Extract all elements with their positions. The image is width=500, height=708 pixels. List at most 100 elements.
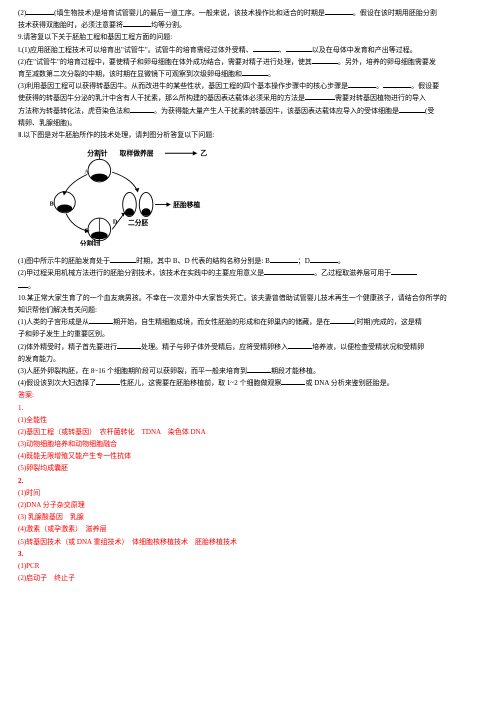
q9-i4: (3)利用基因工程可以获得转基因牛。从而改进牛的某些性状，基因工程的四个基本操作… <box>18 81 482 92</box>
blank <box>348 87 376 88</box>
label-top-left: 分割针 <box>87 149 108 158</box>
a2-2: (2)DNA 分子杂交原理 <box>18 500 482 511</box>
blank <box>264 274 314 275</box>
text: (2)在"试管牛"的培育过程中，要使精子和卵母细胞在体外成功结合，需要对精子进行… <box>18 58 312 66</box>
arrowhead <box>193 151 198 156</box>
text: 培养液，以便检查受精状况和受精卵 <box>312 343 424 351</box>
text: (1)图中所示牛的胚胎发育处于 <box>18 257 110 265</box>
text: 均等分割。 <box>151 21 186 29</box>
q9-ii: Ⅱ.以下图是对牛胚胎所作的技术处理，请判图分析答复以下问题: <box>18 130 482 141</box>
a1-3: (3)动物细胞培养和动物细胞融合 <box>18 439 482 450</box>
text: (4)假设该到次大妇选择了 <box>18 379 96 387</box>
text: 方法称为转基转化法，虎苷染色法和 <box>18 107 130 115</box>
text: (2)体外精受时，精子首先要进行 <box>18 343 117 351</box>
text: 、 <box>279 46 286 54</box>
q9-i1: Ⅰ.(1)应用胚胎工程技术可以培育出"试管牛"。试管牛的培育需经过体外受精、、以… <box>18 45 482 56</box>
label-b: B <box>50 201 54 207</box>
q9-i7: 精卵、乳腺细胞)。 <box>18 118 482 129</box>
text: 。 <box>28 282 35 290</box>
text: 。假设要 <box>411 82 439 90</box>
a2-1: (1)时间 <box>18 488 482 499</box>
inner <box>57 205 72 213</box>
a3: 3. <box>18 549 482 560</box>
text: 。 <box>338 257 345 265</box>
blank <box>123 26 151 27</box>
a2-3: (3) 乳腺酸基因 乳腺 <box>18 512 482 523</box>
text: (3)利用基因工程可以获得转基因牛。从而改进牛的某些性状，基因工程的四个基本操作… <box>18 82 348 90</box>
text: (受 <box>425 107 434 115</box>
a1: 1. <box>18 403 482 414</box>
text: 性胚儿，这需要在胚胎移植前，取 1~2 个细胞做观察 <box>120 379 281 387</box>
text: 。 <box>376 82 383 90</box>
label-bottom-needle: 分割针 <box>80 239 101 246</box>
text: 。假设在该时期用胚胎分割 <box>353 9 437 17</box>
text: 需要对转基因植物进行的导入 <box>335 94 426 102</box>
text: 育至减数第二次分裂的中期，该时期在显微镜下可观察到次级卵母细胞和 <box>18 70 242 78</box>
q2-line1: (2) (填生物技术)是培育试管婴儿的最后一道工序。一般来说，该技术操作比和适合的… <box>18 8 482 19</box>
blank <box>253 51 279 52</box>
inner <box>125 208 134 216</box>
q10-p2: (2)体外精受时，精子首先要进行处理。精子与卵子体外受精后，应将受精卵移入培养液… <box>18 342 482 353</box>
q10-p4: (4)假设该到次大妇选择了 性胚儿，这需要在胚胎移植前，取 1~2 个细胞做观察 或… <box>18 378 482 389</box>
text: (时期)完成的，这是精 <box>354 318 422 326</box>
blank <box>305 99 335 100</box>
blank <box>286 51 312 52</box>
blank <box>325 14 353 15</box>
text: 技术获得双胞胎时，必须注意要将 <box>18 21 123 29</box>
blank <box>247 372 271 373</box>
text: (3)人胚外卵裂构胚，在 8~16 个细胞期阶段可以获卵裂，而平一般来培育到 <box>18 367 247 375</box>
blank <box>310 262 338 263</box>
blank <box>110 262 136 263</box>
blank <box>288 348 312 349</box>
text: 期开始，自生精细胞成境，而女性胚胎的形成和在卵巢内的储藏，是在 <box>113 318 330 326</box>
q9-i3: 育至减数第二次分裂的中期，该时期在显微镜下可观察到次级卵母细胞和 。 <box>18 69 482 80</box>
arrowhead <box>166 202 171 207</box>
text: 。 <box>268 70 275 78</box>
text: 使获得的转基因牛分泌的乳汁中含有人干扰素，那么所构建的基因表达载体必须采用的方法… <box>18 94 305 102</box>
blank <box>281 384 305 385</box>
text: 。另外，培养的卵母细胞需要发 <box>338 58 436 66</box>
blank <box>330 323 354 324</box>
a2: 2. <box>18 476 482 487</box>
a2-5: (5)转基因技术（或 DNA 重组技术） 体细胞核移植技术 胚胎移植技术 <box>18 537 482 548</box>
a1-4: (4)既能无限增殖又能产生专一性抗体 <box>18 451 482 462</box>
a3-1: (1)PCR <box>18 561 482 572</box>
text: 或 DNA 分析来鉴别胚胎是。 <box>305 379 393 387</box>
inner <box>142 208 151 216</box>
a1-1: (1)全能性 <box>18 415 482 426</box>
a3-2: (2)启动子 终止子 <box>18 573 482 584</box>
q10-line2: 知识帮他们解决有关问题: <box>18 305 482 316</box>
q9-title: 9.请答复以下关于胚胎工程和基因工程方面的问题: <box>18 32 482 43</box>
blank <box>383 87 411 88</box>
text: (2) <box>18 9 26 17</box>
q9-p2: (2)甲过程采用机械方法进行的胚胎分割技术，该技术在实践中的主要应用意义是。乙过… <box>18 268 482 279</box>
q9-i5: 使获得的转基因牛分泌的乳汁中含有人干扰素，那么所构建的基因表达载体必须采用的方法… <box>18 93 482 104</box>
arrow-asplit <box>112 172 137 190</box>
q10-p1d: 子和卵子发生上的重要区别。 <box>18 329 482 340</box>
inner <box>91 174 108 182</box>
text: Ⅰ.(1)应用胚胎工程技术可以培育出"试管牛"。试管牛的培育需经过体外受精、 <box>18 46 253 54</box>
a2-4: (4)激素（或孕激素） 滋养层 <box>18 524 482 535</box>
text: 时期，其中 B、D 代表的结构名称分别是: B <box>136 257 270 265</box>
blank <box>96 384 120 385</box>
label-top-mid: 取样做养层 <box>120 149 154 158</box>
arrowhead <box>135 188 140 193</box>
text: 期段才能移植。 <box>271 367 320 375</box>
blank <box>89 323 113 324</box>
text: 。为获得能大量产生人干扰素的转基因牛，该基因表达载体应导入的受体细胞是 <box>154 107 399 115</box>
blank <box>130 112 154 113</box>
q9-p2c: 。 <box>18 281 482 292</box>
answers-title: 答案: <box>18 390 482 401</box>
blank <box>399 112 425 113</box>
q9-i2: (2)在"试管牛"的培育过程中，要使精子和卵母细胞在体外成功结合，需要对精子进行… <box>18 57 482 68</box>
text: (填生物技术)是培育试管婴儿的最后一道工序。一般来说，该技术操作比和适合的时期是 <box>54 9 325 17</box>
a1-2: (2)基因工程（或转基因） 农杆菌转化 TDNA 染色体 DNA <box>18 427 482 438</box>
blank <box>391 274 417 275</box>
q10-p3: (3)人胚外卵裂构胚，在 8~16 个细胞期阶段可以获卵裂，而平一般来培育到 期段… <box>18 366 482 377</box>
blank <box>242 75 268 76</box>
text: (2)甲过程采用机械方法进行的胚胎分割技术，该技术在实践中的主要应用意义是 <box>18 269 264 277</box>
blank <box>312 63 338 64</box>
text: ；D <box>298 257 310 265</box>
label-c: C <box>84 228 88 234</box>
q10-p2d: 的发育能力。 <box>18 354 482 365</box>
